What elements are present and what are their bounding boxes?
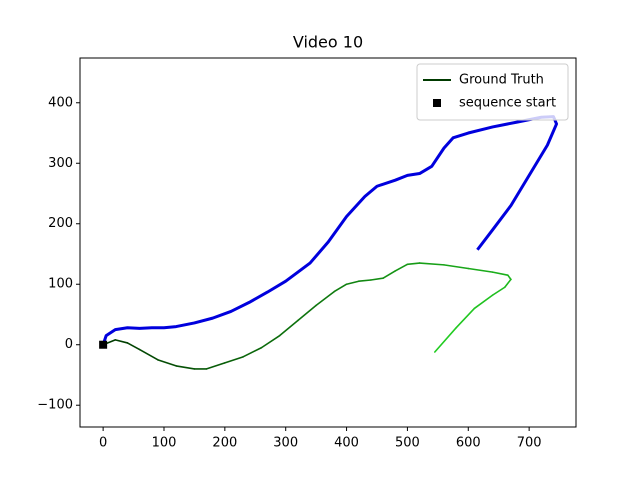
- legend-box: [416, 63, 569, 121]
- legend-label: Ground Truth: [459, 73, 544, 88]
- line-segment: [297, 304, 317, 322]
- x-tick-label: 700: [517, 436, 542, 451]
- line-segment: [418, 262, 445, 266]
- y-tick-label: 400: [48, 95, 73, 110]
- start-marker: [99, 340, 108, 349]
- line-segment: [434, 326, 457, 353]
- y-tick-label: 100: [48, 277, 73, 292]
- x-tick-label: 600: [456, 436, 481, 451]
- line-segment: [224, 356, 244, 364]
- line-segment: [114, 339, 129, 344]
- line-segment: [503, 278, 512, 289]
- line-segment: [406, 262, 421, 266]
- y-tick-label: −100: [37, 398, 73, 413]
- x-tick-label: 200: [212, 436, 237, 451]
- line-segment: [455, 307, 476, 329]
- legend-swatch: [433, 99, 441, 107]
- x-tick-label: 500: [395, 436, 420, 451]
- x-tick-label: 400: [334, 436, 359, 451]
- line-segment: [333, 283, 348, 293]
- line-segment: [370, 277, 384, 281]
- line-segment: [491, 271, 509, 276]
- line-segment: [443, 264, 470, 270]
- x-tick-label: 100: [152, 436, 177, 451]
- line-segment: [260, 334, 281, 349]
- y-tick-label: 200: [48, 216, 73, 231]
- line-segment: [357, 279, 372, 283]
- line-segment: [157, 359, 177, 367]
- line-segment: [126, 342, 141, 351]
- y-tick-label: 300: [48, 156, 73, 171]
- line-segment: [278, 319, 299, 337]
- line-segment: [345, 280, 360, 286]
- line-segment: [394, 263, 409, 272]
- x-tick-label: 300: [273, 436, 298, 451]
- line-segment: [175, 365, 196, 370]
- line-segment: [315, 290, 336, 307]
- y-tick-label: 0: [65, 337, 73, 352]
- x-tick-label: 0: [99, 436, 107, 451]
- line-segment: [507, 274, 512, 281]
- plot-frame: [79, 57, 577, 428]
- line-segment: [242, 346, 263, 358]
- line-segment: [491, 286, 506, 296]
- line-segment: [205, 362, 226, 370]
- chart-title: Video 10: [293, 33, 363, 52]
- line-segment: [467, 267, 494, 273]
- line-segment: [382, 270, 397, 279]
- line-segment: [138, 348, 159, 361]
- line-segment: [473, 294, 494, 310]
- legend-label: sequence start: [459, 96, 556, 111]
